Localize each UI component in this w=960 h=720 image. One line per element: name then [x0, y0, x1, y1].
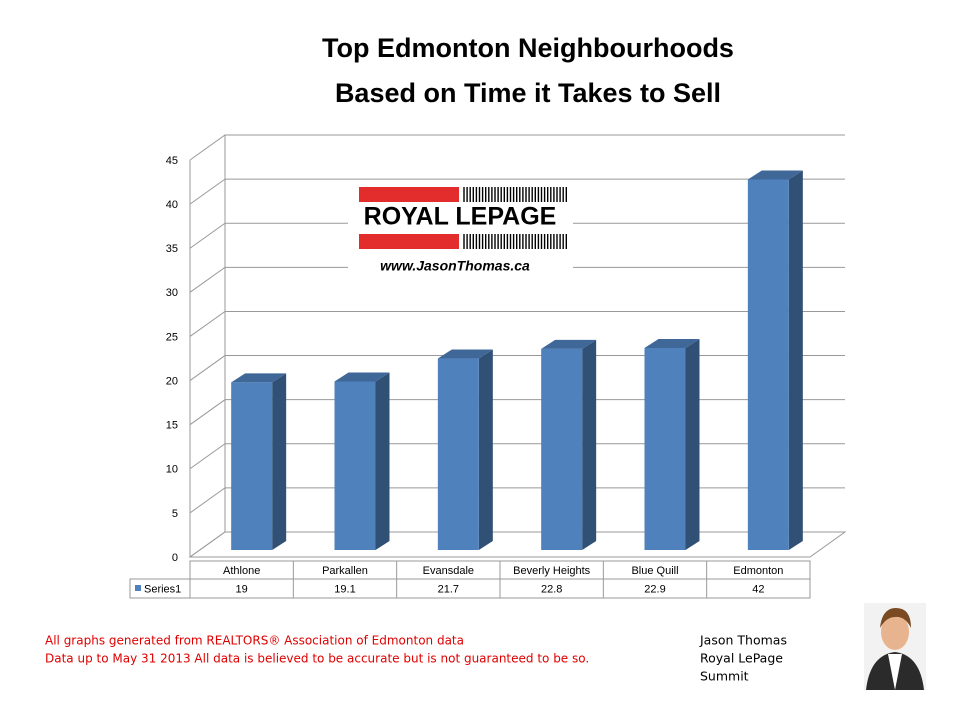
table-value: 42 — [752, 583, 764, 595]
footer-line: Data up to May 31 2013 All data is belie… — [45, 652, 589, 666]
grid-line — [189, 487, 845, 514]
logo-block — [359, 234, 459, 249]
grid-line — [189, 399, 845, 426]
logo-website: www.JasonThomas.ca — [380, 258, 530, 274]
bar — [231, 373, 287, 550]
x-tick-label: Edmonton — [733, 565, 783, 577]
bar — [541, 339, 597, 550]
portrait-shirt — [888, 654, 902, 690]
y-tick-label: 40 — [166, 199, 178, 211]
logo-block — [359, 187, 459, 202]
grid-line — [189, 222, 845, 249]
y-tick-label: 20 — [166, 375, 178, 387]
legend-key — [135, 585, 141, 591]
table-value: 19.1 — [334, 583, 355, 595]
plot: 0 5 10 15 20 25 30 35 40 45 Series1 19 19.1 21.7 22.8 2… — [129, 134, 847, 599]
y-tick-label: 10 — [166, 464, 178, 476]
grid-line — [189, 531, 845, 558]
legend-label: Series1 — [144, 583, 181, 595]
logo-brand: ROYAL LEPAGE — [364, 203, 557, 231]
bar-side — [685, 338, 700, 550]
bar-side — [582, 339, 597, 550]
bar-front — [231, 382, 273, 550]
grid-line — [189, 266, 845, 293]
bar-top — [747, 170, 803, 180]
bar-top — [334, 372, 390, 382]
bar — [437, 349, 493, 550]
bar-side — [788, 170, 803, 550]
signature-line: Royal LePage — [700, 651, 783, 666]
signature-line: Summit — [700, 669, 749, 684]
portrait-face — [881, 614, 909, 650]
title-line-1: Top Edmonton Neighbourhoods — [322, 33, 734, 63]
y-tick-label: 45 — [166, 155, 178, 167]
bar-side — [272, 373, 287, 550]
bar-top — [231, 373, 287, 383]
y-tick-label: 25 — [166, 331, 178, 343]
grid-line — [189, 443, 845, 470]
logo-barcode — [463, 187, 567, 249]
grid-line — [189, 134, 845, 161]
grid-line — [189, 310, 845, 337]
x-tick-label: Parkallen — [322, 565, 368, 577]
table-value: 22.8 — [541, 583, 562, 595]
x-tick-label: Beverly Heights — [513, 565, 591, 577]
table-value: 21.7 — [438, 583, 459, 595]
bar-top — [644, 338, 700, 348]
y-tick-label: 30 — [166, 287, 178, 299]
bar-top — [541, 339, 597, 349]
y-tick-label: 0 — [172, 552, 178, 564]
grid-line — [189, 178, 845, 205]
logo: ROYAL LEPAGE www.JasonThomas.ca — [348, 181, 573, 274]
x-tick-label: Blue Quill — [631, 565, 678, 577]
y-tick-label: 5 — [172, 508, 178, 520]
bar — [334, 372, 390, 550]
grid-line — [189, 355, 845, 381]
bar — [747, 170, 803, 550]
table-value: 19 — [236, 583, 248, 595]
table-series-row — [129, 578, 811, 599]
signature-line: Jason Thomas — [699, 633, 787, 648]
bar-front — [747, 179, 789, 550]
bar-front — [644, 347, 686, 550]
footer-line: All graphs generated from REALTORS® Asso… — [45, 634, 464, 648]
portrait-hair — [880, 608, 911, 628]
portrait — [864, 603, 926, 690]
y-tick-label: 35 — [166, 243, 178, 255]
bar-side — [375, 372, 390, 550]
table-value: 22.9 — [644, 583, 665, 595]
bar-side — [478, 349, 493, 550]
floor — [188, 531, 847, 558]
x-tick-label: Athlone — [223, 565, 260, 577]
bar — [644, 338, 700, 550]
y-tick-label: 15 — [166, 420, 178, 432]
title-line-2: Based on Time it Takes to Sell — [335, 78, 721, 108]
bar-front — [541, 348, 583, 550]
bar-top — [437, 349, 493, 359]
bar-front — [334, 381, 376, 550]
bar-front — [437, 358, 479, 550]
x-tick-label: Evansdale — [423, 565, 474, 577]
